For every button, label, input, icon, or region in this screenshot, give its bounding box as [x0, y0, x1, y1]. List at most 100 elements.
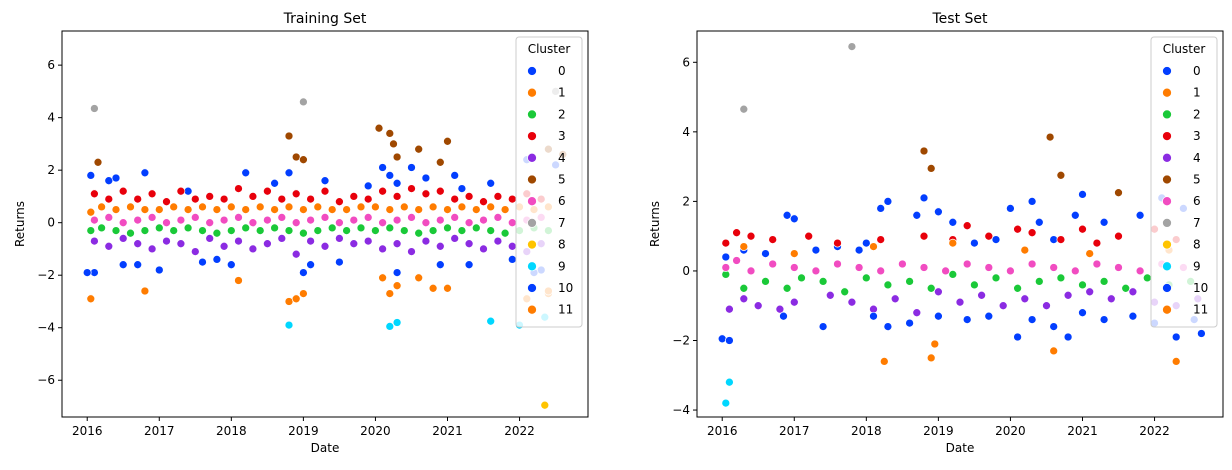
training-set-point-cluster-5 [392, 152, 402, 162]
test-set-point-cluster-6 [746, 266, 756, 276]
training-set-point-cluster-9 [392, 318, 402, 327]
test-set-point-cluster-4 [825, 290, 835, 300]
test-set-point-cluster-11 [1020, 245, 1030, 255]
training-set-point-cluster-7 [90, 104, 99, 113]
training-set-point-cluster-4 [190, 247, 200, 256]
training-set-point-cluster-6 [479, 215, 488, 225]
training-set-point-cluster-2 [154, 223, 164, 233]
training-set-point-cluster-6 [190, 213, 200, 222]
training-set-point-cluster-1 [486, 202, 496, 212]
training-set-point-cluster-0 [335, 257, 344, 267]
training-set-point-cluster-1 [255, 202, 265, 212]
training-set-point-cluster-3 [263, 186, 272, 196]
training-set-point-cluster-6 [435, 215, 445, 225]
test-set-point-cluster-6 [919, 263, 929, 272]
training-set-point-cluster-4 [133, 239, 143, 249]
training-set-legend-label: 5 [558, 173, 566, 187]
test-set-point-cluster-6 [732, 256, 741, 265]
training-set-point-cluster-1 [457, 202, 467, 212]
training-set-point-cluster-4 [363, 236, 373, 246]
test-set-point-cluster-0 [1034, 217, 1044, 227]
test-set-point-cluster-4 [789, 297, 799, 307]
training-set-point-cluster-1 [443, 205, 452, 214]
test-set-point-cluster-3 [732, 228, 741, 238]
training-set-point-cluster-4 [162, 236, 171, 246]
training-set-legend-label: 9 [558, 259, 566, 273]
training-set-point-cluster-2 [414, 228, 424, 238]
test-set-point-cluster-6 [721, 263, 731, 272]
training-set-point-cluster-6 [335, 218, 344, 228]
training-set-point-cluster-2 [471, 223, 481, 233]
training-set-point-cluster-1 [140, 286, 150, 296]
training-set-y-tick-label: 2 [47, 163, 55, 177]
training-set-point-cluster-11 [291, 294, 301, 304]
training-set-point-cluster-4 [435, 241, 445, 251]
training-set-point-cluster-0 [226, 260, 236, 270]
training-set-point-cluster-0 [435, 260, 445, 270]
training-set-point-cluster-5 [291, 152, 301, 162]
test-set-legend-marker [1162, 87, 1172, 98]
test-set-point-cluster-6 [854, 263, 864, 272]
test-set-point-cluster-3 [876, 235, 886, 244]
training-set-point-cluster-5 [284, 131, 294, 141]
training-set-point-cluster-6 [147, 213, 157, 222]
training-set-point-cluster-3 [104, 194, 114, 204]
test-set-x-tick-label: 2018 [851, 424, 882, 438]
test-set-legend-label: 6 [1193, 194, 1201, 208]
test-set-point-cluster-1 [879, 357, 889, 366]
training-set-point-cluster-4 [464, 239, 474, 249]
training-set-point-cluster-1 [183, 205, 193, 214]
training-set-point-cluster-1 [169, 202, 179, 212]
training-set-point-cluster-1 [500, 205, 510, 214]
test-set-point-cluster-2 [970, 280, 979, 290]
training-set-point-cluster-1 [385, 289, 395, 298]
training-set-legend-marker [527, 261, 537, 272]
training-set-point-cluster-0 [154, 265, 164, 275]
training-set-point-cluster-0 [183, 186, 193, 196]
test-set-point-cluster-6 [768, 259, 778, 269]
training-set-point-cluster-3 [335, 197, 344, 207]
training-set-point-cluster-11 [443, 283, 452, 293]
training-set-point-cluster-3 [306, 194, 315, 204]
training-set-point-cluster-3 [407, 184, 416, 193]
training-set-point-cluster-1 [399, 202, 409, 212]
training-set-point-cluster-2 [486, 226, 496, 235]
training-set-point-cluster-3 [464, 192, 474, 201]
training-set-point-cluster-4 [205, 234, 215, 243]
training-set-y-axis: −6 −4 −2 0 2 4 6 [37, 58, 62, 387]
training-set-point-cluster-0 [392, 268, 402, 277]
training-set-point-cluster-6 [493, 213, 503, 222]
test-set-point-cluster-10 [725, 336, 734, 345]
training-set-point-cluster-4 [306, 236, 315, 246]
training-set-point-cluster-1 [428, 283, 438, 293]
training-set-point-cluster-2 [500, 228, 510, 238]
training-set-point-cluster-4 [104, 241, 114, 251]
test-set-point-cluster-2 [1121, 283, 1131, 293]
test-set-point-cluster-2 [840, 287, 850, 297]
training-set-point-cluster-5 [443, 136, 452, 146]
training-set-y-tick-label: −4 [37, 321, 55, 335]
training-set-point-cluster-0 [450, 171, 460, 180]
training-set-point-cluster-1 [234, 276, 243, 285]
test-set-point-cluster-0 [948, 217, 958, 227]
training-set-x-axis: 2016 2017 2018 2019 2020 2021 2022 [72, 417, 535, 438]
training-set-legend-label: 6 [558, 194, 566, 208]
test-set-point-cluster-1 [926, 353, 936, 363]
training-set-point-cluster-3 [90, 189, 99, 199]
training-set-point-cluster-6 [363, 213, 373, 222]
training-set-point-cluster-4 [291, 249, 301, 259]
test-set-points [717, 42, 1206, 408]
training-set-y-tick-label: 4 [47, 111, 55, 125]
training-set-point-cluster-4 [147, 244, 157, 254]
training-set-point-cluster-6 [248, 218, 258, 228]
test-set-point-cluster-2 [1056, 273, 1066, 283]
test-set-y-tick-label: 6 [682, 55, 690, 69]
test-set-legend-box [1150, 36, 1218, 328]
training-set-point-cluster-2 [255, 226, 265, 235]
test-set-legend-label: 4 [1193, 151, 1201, 165]
test-set-point-cluster-2 [739, 283, 749, 293]
test-set-point-cluster-0 [721, 252, 731, 262]
training-set-point-cluster-3 [248, 192, 258, 201]
test-set-point-cluster-3 [1027, 228, 1037, 238]
training-set-point-cluster-6 [133, 215, 143, 225]
